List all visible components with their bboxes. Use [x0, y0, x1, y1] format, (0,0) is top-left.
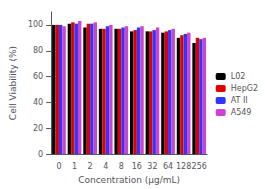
svg-text:64: 64: [163, 162, 173, 171]
svg-text:4: 4: [103, 162, 108, 171]
svg-text:Concentration (μg/mL): Concentration (μg/mL): [78, 175, 180, 185]
svg-text:2: 2: [88, 162, 93, 171]
svg-text:20: 20: [33, 124, 43, 133]
svg-text:0: 0: [38, 150, 43, 159]
svg-text:1: 1: [72, 162, 77, 171]
svg-text:HepG2: HepG2: [231, 84, 258, 93]
svg-text:L02: L02: [231, 72, 246, 81]
svg-text:AT II: AT II: [231, 96, 248, 105]
svg-text:A549: A549: [231, 108, 252, 117]
svg-text:16: 16: [132, 162, 142, 171]
svg-text:8: 8: [119, 162, 124, 171]
svg-text:80: 80: [33, 46, 43, 55]
svg-text:40: 40: [33, 98, 43, 107]
svg-text:0: 0: [56, 162, 61, 171]
svg-text:128: 128: [176, 162, 191, 171]
svg-text:32: 32: [147, 162, 157, 171]
svg-text:Cell Viability (%): Cell Viability (%): [8, 46, 18, 120]
svg-text:100: 100: [28, 20, 43, 29]
svg-text:60: 60: [33, 72, 43, 81]
svg-text:256: 256: [192, 162, 207, 171]
